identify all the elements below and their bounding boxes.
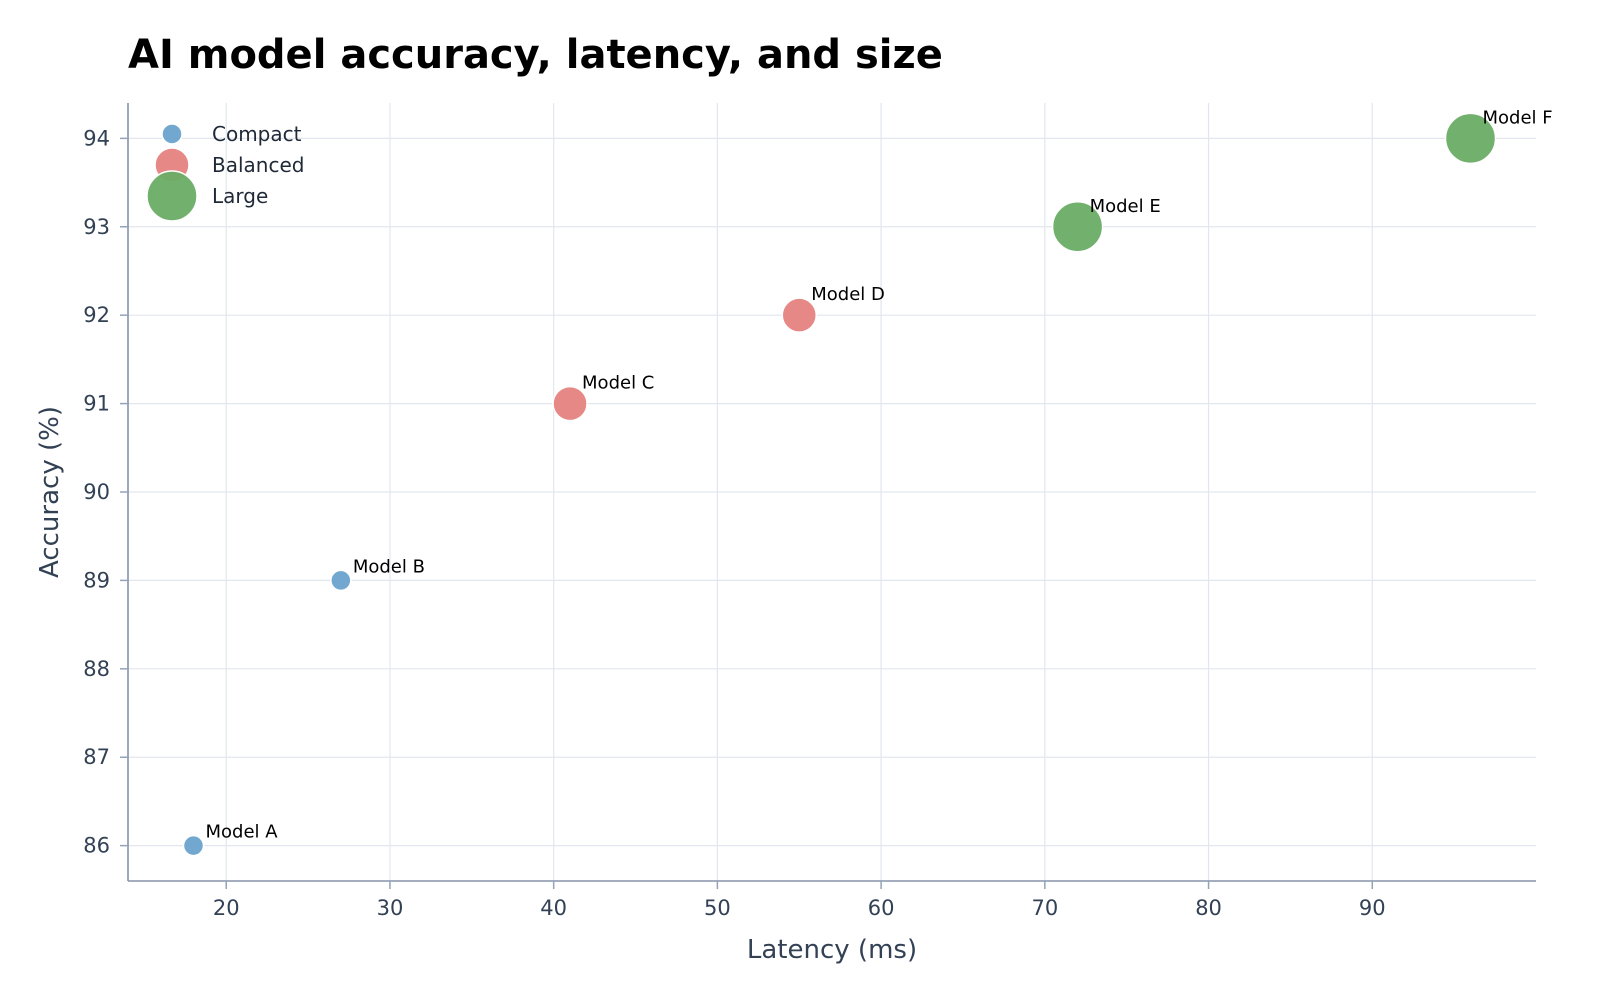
point-label: Model B	[353, 556, 425, 577]
x-tick-label: 60	[868, 896, 895, 920]
y-ticks: 86 87 88 89 90 91 92 93 94	[83, 126, 128, 858]
data-point	[781, 297, 818, 333]
data-point	[1051, 201, 1104, 253]
legend-marker	[161, 123, 183, 145]
point-label: Model D	[811, 284, 885, 305]
y-axis-label: Accuracy (%)	[35, 406, 65, 578]
y-tick-label: 86	[83, 834, 110, 858]
y-tick-label: 91	[83, 392, 110, 416]
data-point	[330, 569, 352, 592]
legend-label: Large	[212, 184, 268, 208]
x-axis-label: Latency (ms)	[747, 935, 917, 965]
x-tick-label: 40	[540, 896, 567, 920]
y-tick-label: 87	[83, 745, 110, 769]
chart-title: AI model accuracy, latency, and size	[128, 32, 943, 78]
point-label: Model E	[1090, 196, 1161, 217]
point-label: Model C	[582, 373, 654, 394]
legend-label: Compact	[212, 122, 302, 146]
x-tick-label: 50	[704, 896, 731, 920]
grid	[128, 103, 1536, 881]
x-tick-label: 90	[1359, 896, 1386, 920]
point-label: Model F	[1483, 107, 1553, 128]
x-tick-label: 20	[213, 896, 240, 920]
data-point	[182, 834, 205, 857]
y-tick-label: 92	[83, 303, 110, 327]
y-tick-label: 90	[83, 480, 110, 504]
data-point	[1444, 112, 1497, 165]
point-label: Model A	[205, 822, 278, 843]
data-points	[182, 112, 1497, 857]
x-tick-label: 30	[377, 896, 404, 920]
y-tick-label: 93	[83, 215, 110, 239]
y-tick-label: 88	[83, 657, 110, 681]
legend-marker	[146, 170, 198, 222]
x-tick-label: 70	[1031, 896, 1058, 920]
y-tick-label: 94	[83, 126, 110, 150]
legend-label: Balanced	[212, 153, 304, 177]
point-labels: Model A Model B Model C Model D Model E Model…	[205, 107, 1552, 842]
y-tick-label: 89	[83, 568, 110, 592]
x-ticks: 20 30 40 50 60 70 80 90	[213, 881, 1386, 920]
data-point	[552, 385, 588, 422]
x-tick-label: 80	[1195, 896, 1222, 920]
legend: Compact Balanced Large	[146, 122, 304, 222]
